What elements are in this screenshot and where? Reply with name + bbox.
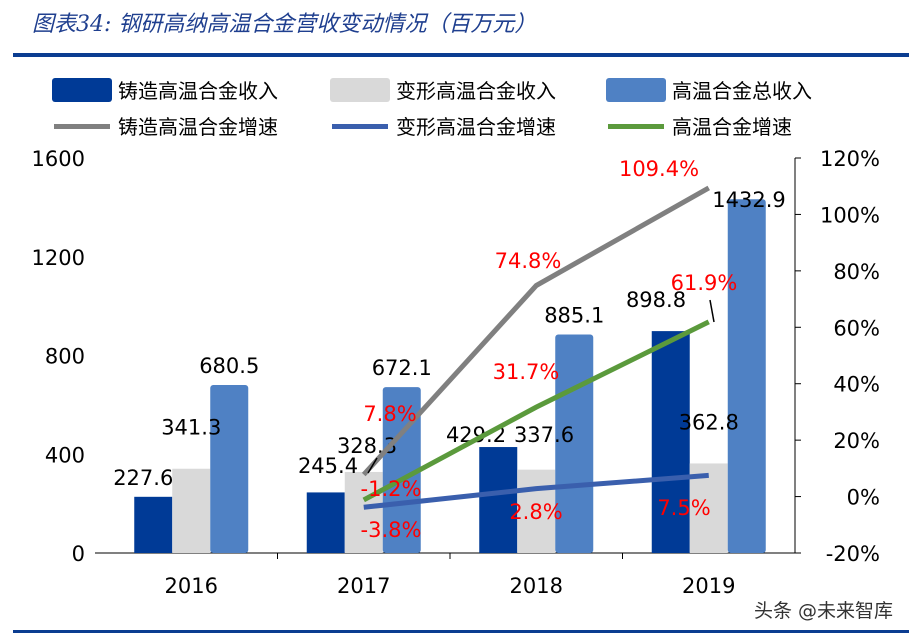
figure-title: 图表34: 钢研高纳高温合金营收变动情况（百万元）	[32, 12, 537, 37]
line-data-label: 7.5%	[657, 496, 710, 520]
line-高温合金增速	[362, 319, 710, 503]
left-tick-label: 1200	[32, 246, 85, 270]
x-tick-label: 2018	[510, 574, 563, 598]
bar-铸造高温合金收入	[306, 492, 345, 553]
watermark: 头条 @未来智库	[753, 600, 893, 622]
left-tick-label: 1600	[32, 147, 85, 171]
bar-铸造高温合金收入	[651, 331, 690, 553]
left-tick-label: 800	[45, 345, 85, 369]
line-变形高温合金增速	[363, 472, 709, 510]
line-data-label: 7.8%	[363, 402, 416, 426]
label-leader	[709, 299, 715, 323]
bar-data-label: 680.5	[199, 354, 259, 378]
right-tick-label: 20%	[833, 429, 880, 453]
line-data-label: 2.8%	[509, 500, 562, 524]
bar-data-label: 245.4	[298, 454, 358, 478]
label-leader	[367, 457, 378, 474]
x-tick-label: 2016	[165, 574, 218, 598]
bar-变形高温合金收入	[344, 471, 383, 553]
line-data-label: -3.8%	[361, 518, 422, 542]
line-data-label: 74.8%	[495, 249, 562, 273]
line-data-label: -1.2%	[361, 477, 422, 501]
legend-line-swatch	[54, 124, 110, 129]
legend-label: 变形高温合金收入	[396, 79, 556, 103]
title-divider	[13, 53, 909, 57]
bar-高温合金总收入	[555, 334, 594, 553]
line-铸造高温合金增速	[361, 185, 710, 477]
bar-data-label: 885.1	[544, 303, 604, 327]
bar-铸造高温合金收入	[134, 496, 173, 553]
legend-label: 铸造高温合金增速	[118, 115, 278, 139]
legend-line-swatch	[608, 124, 664, 129]
bar-高温合金总收入	[727, 199, 766, 553]
left-tick-label: 0	[72, 542, 85, 566]
bar-变形高温合金收入	[517, 469, 556, 553]
bar-data-label: 672.1	[372, 356, 432, 380]
line-data-label: 109.4%	[619, 157, 699, 181]
right-tick-label: 0%	[847, 486, 880, 510]
right-tick-label: 80%	[833, 260, 880, 284]
legend-line-swatch	[332, 124, 388, 129]
legend-swatch	[606, 78, 666, 102]
right-tick-label: 60%	[833, 316, 880, 340]
bar-data-label: 227.6	[113, 466, 173, 490]
legend-label: 高温合金总收入	[672, 79, 812, 103]
bottom-divider	[13, 630, 909, 633]
x-tick-label: 2019	[682, 574, 735, 598]
right-tick-label: 40%	[833, 373, 880, 397]
line-data-label: 61.9%	[671, 271, 738, 295]
legend-label: 铸造高温合金收入	[118, 79, 278, 103]
right-tick-label: -20%	[826, 542, 880, 566]
legend-label: 变形高温合金增速	[396, 115, 556, 139]
bar-data-label: 898.8	[626, 288, 686, 312]
bar-data-label: 1432.9	[712, 188, 785, 212]
bar-高温合金总收入	[210, 385, 249, 553]
bar-data-label: 341.3	[161, 416, 221, 440]
line-data-label: 31.7%	[493, 360, 560, 384]
bar-高温合金总收入	[382, 387, 421, 553]
left-tick-label: 400	[45, 443, 85, 467]
legend-swatch	[330, 78, 390, 102]
legend-swatch	[52, 78, 112, 102]
legend-label: 高温合金增速	[672, 115, 792, 139]
bar-data-label: 337.6	[514, 423, 574, 447]
bar-铸造高温合金收入	[479, 447, 518, 553]
right-tick-label: 120%	[820, 147, 880, 171]
bar-变形高温合金收入	[172, 468, 211, 553]
x-tick-label: 2017	[337, 574, 390, 598]
bar-data-label: 362.8	[679, 410, 739, 434]
right-tick-label: 100%	[820, 203, 880, 227]
